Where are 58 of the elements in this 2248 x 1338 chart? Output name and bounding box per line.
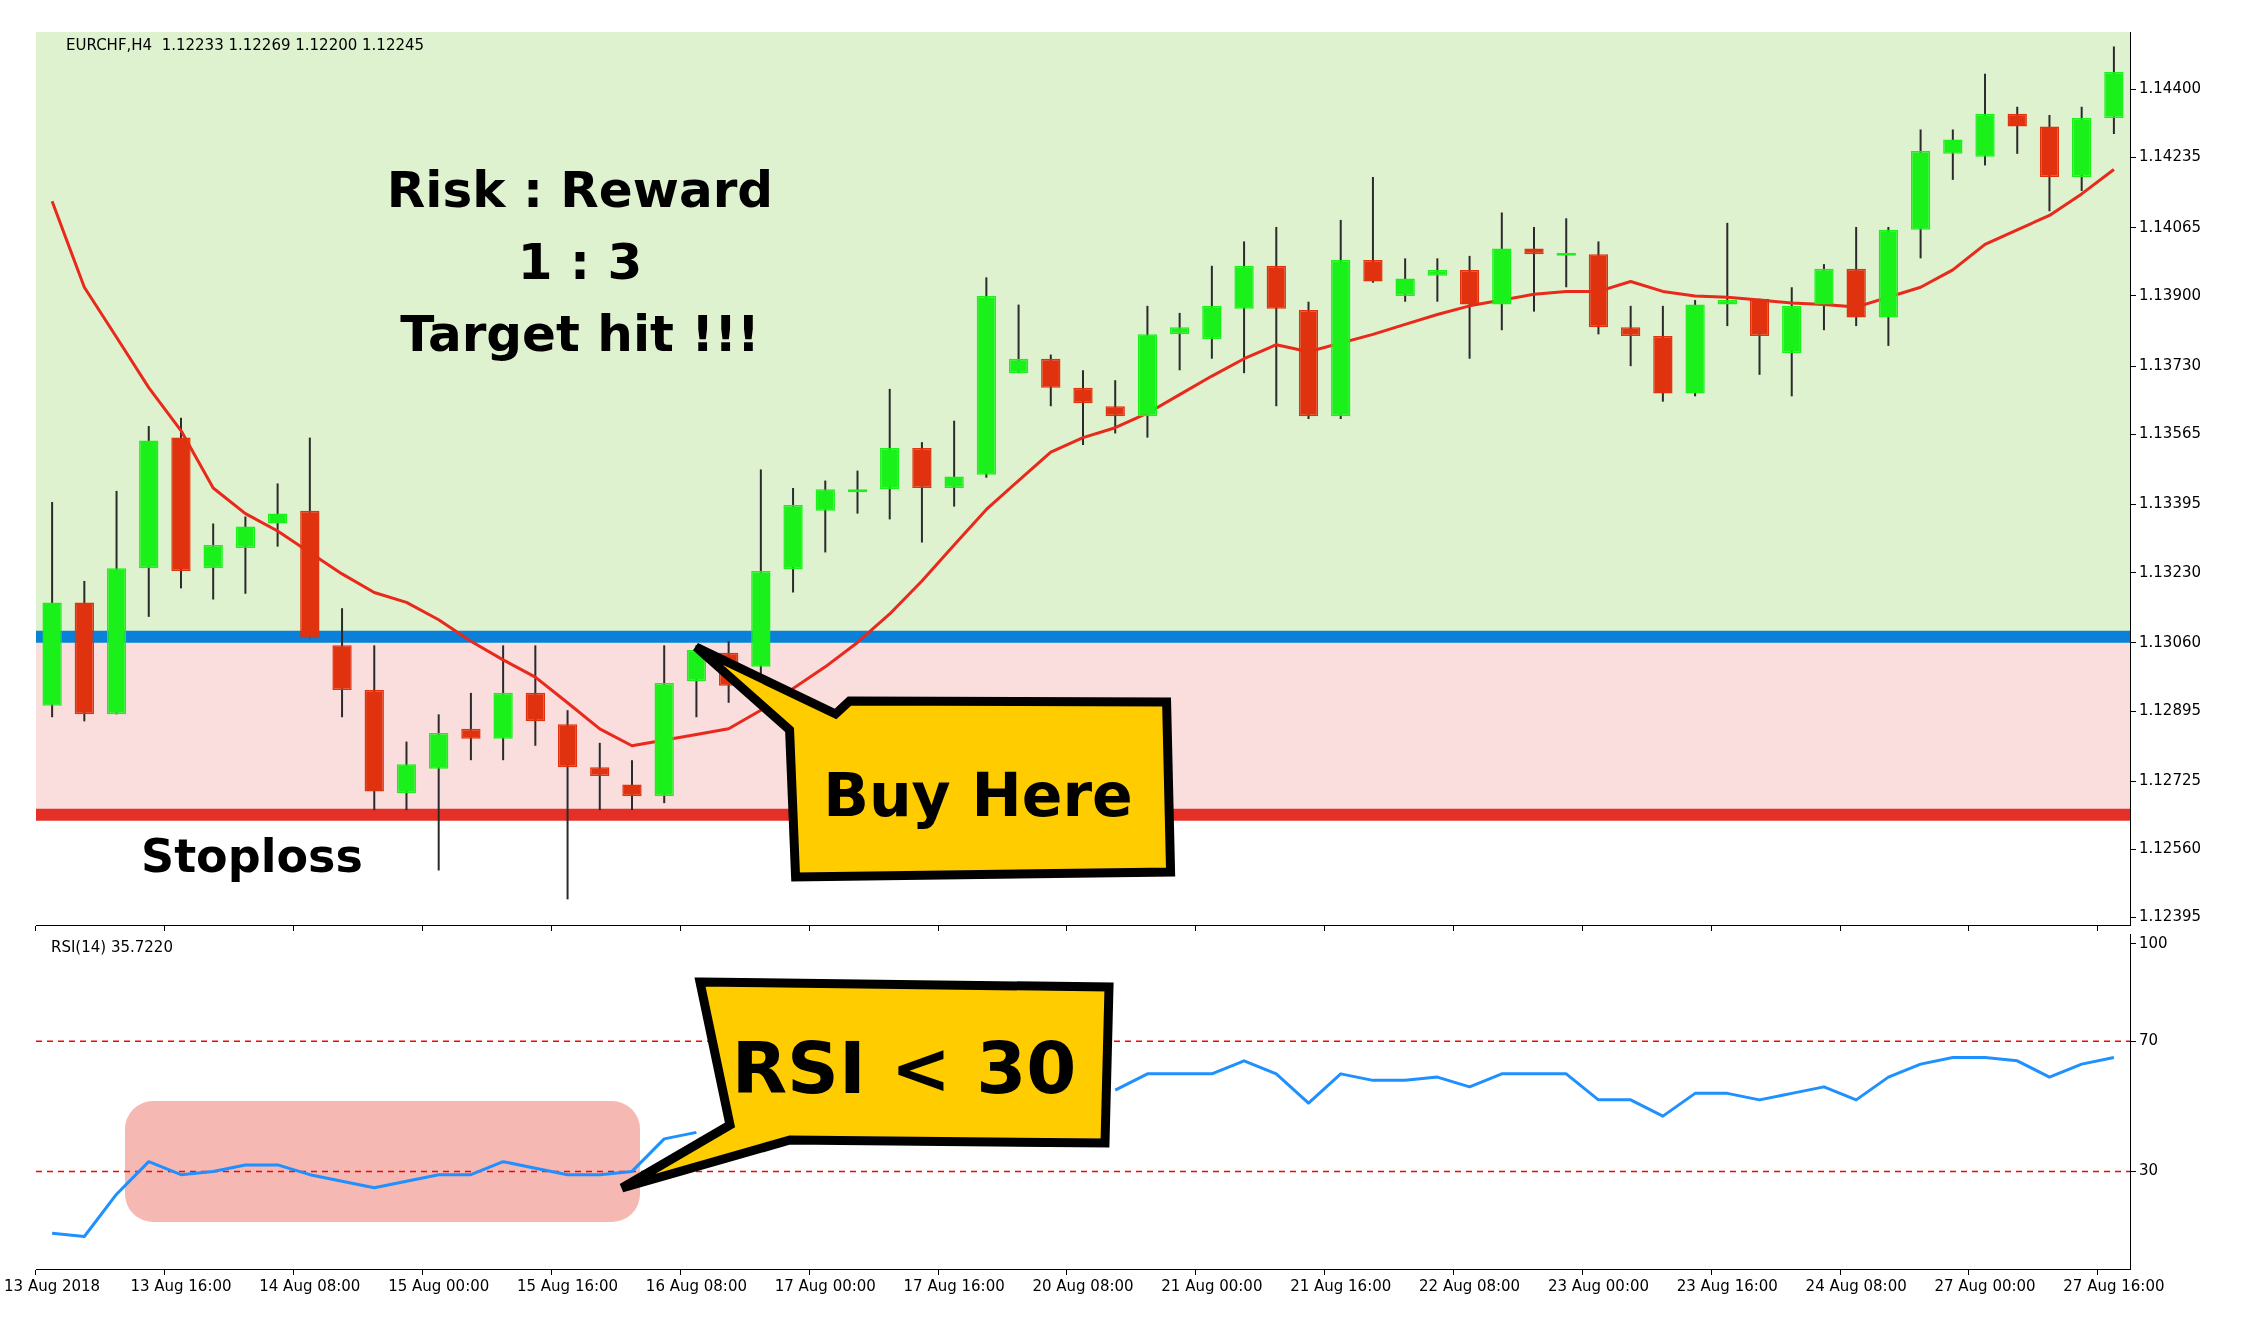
x-tick-label: 22 Aug 08:00 [1419,1276,1521,1295]
annotation: RSI < 30 [731,1025,1077,1110]
ref-line-label: Stoploss [141,828,363,883]
x-tick-label: 21 Aug 16:00 [1290,1276,1392,1295]
annotation: Buy Here [823,760,1133,830]
y-tick-label: 1.13900 [2139,285,2202,304]
x-tick-label: 17 Aug 00:00 [774,1276,876,1295]
y-tick-label: 1.14400 [2139,79,2202,98]
y-tick-label: 1.13395 [2139,494,2202,513]
y-tick-label: 1.12895 [2139,700,2202,719]
x-tick-label: 20 Aug 08:00 [1032,1276,1134,1295]
x-tick-label: 27 Aug 16:00 [2063,1276,2165,1295]
candlestick [203,522,223,601]
candlestick [2007,105,2027,155]
y-tick-label: 30 [2139,1161,2159,1180]
x-tick-label: 24 Aug 08:00 [1805,1276,1907,1295]
candlestick [1073,369,1093,447]
y-tick-label: 1.12725 [2139,771,2202,790]
candlestick [235,515,256,595]
x-tick-label: 15 Aug 16:00 [516,1276,619,1295]
candlestick [1105,379,1125,435]
candlestick [1008,303,1029,375]
y-tick-label: 70 [2139,1031,2159,1050]
candlestick [1427,257,1448,303]
y-tick-label: 1.14235 [2139,147,2202,166]
y-tick-label: 1.13730 [2139,356,2202,375]
y-tick-label: 1.13230 [2139,562,2202,581]
x-tick-label: 17 Aug 16:00 [903,1276,1005,1295]
annotation: Risk : Reward [386,161,774,219]
y-tick-label: 1.14065 [2139,217,2202,236]
candlestick [1363,175,1383,284]
candlestick [267,482,288,548]
annotation: Target hit !!! [400,305,760,363]
y-tick-label: 1.12395 [2139,907,2202,926]
x-tick-label: 23 Aug 00:00 [1547,1276,1650,1295]
x-tick-label: 27 Aug 00:00 [1934,1276,2036,1295]
candlestick [1169,311,1190,372]
x-tick-label: 15 Aug 00:00 [388,1276,490,1295]
candlestick [1621,304,1641,368]
candlestick [1943,128,1963,181]
y-tick-label: 1.12560 [2139,839,2202,858]
candlestick [622,759,642,812]
chart-title: RSI(14) 35.7220 [51,937,173,956]
y-tick-label: 100 [2139,933,2168,952]
x-tick-label: 14 Aug 08:00 [259,1276,361,1295]
candlestick [461,691,481,762]
x-tick-label: 23 Aug 16:00 [1676,1276,1778,1295]
candlestick [1524,225,1544,313]
y-tick-label: 1.13565 [2139,424,2202,443]
annotation: 1 : 3 [517,233,643,291]
x-tick-label: 13 Aug 2018 [4,1276,101,1295]
chart-title: EURCHF,H4 1.12233 1.12269 1.12200 1.12245 [66,35,425,54]
candlestick [815,479,835,554]
y-tick-label: 1.13060 [2139,632,2202,651]
candlestick [944,419,964,508]
x-tick-label: 13 Aug 16:00 [130,1276,232,1295]
x-tick-label: 16 Aug 08:00 [645,1276,747,1295]
x-tick-label: 21 Aug 00:00 [1161,1276,1263,1295]
